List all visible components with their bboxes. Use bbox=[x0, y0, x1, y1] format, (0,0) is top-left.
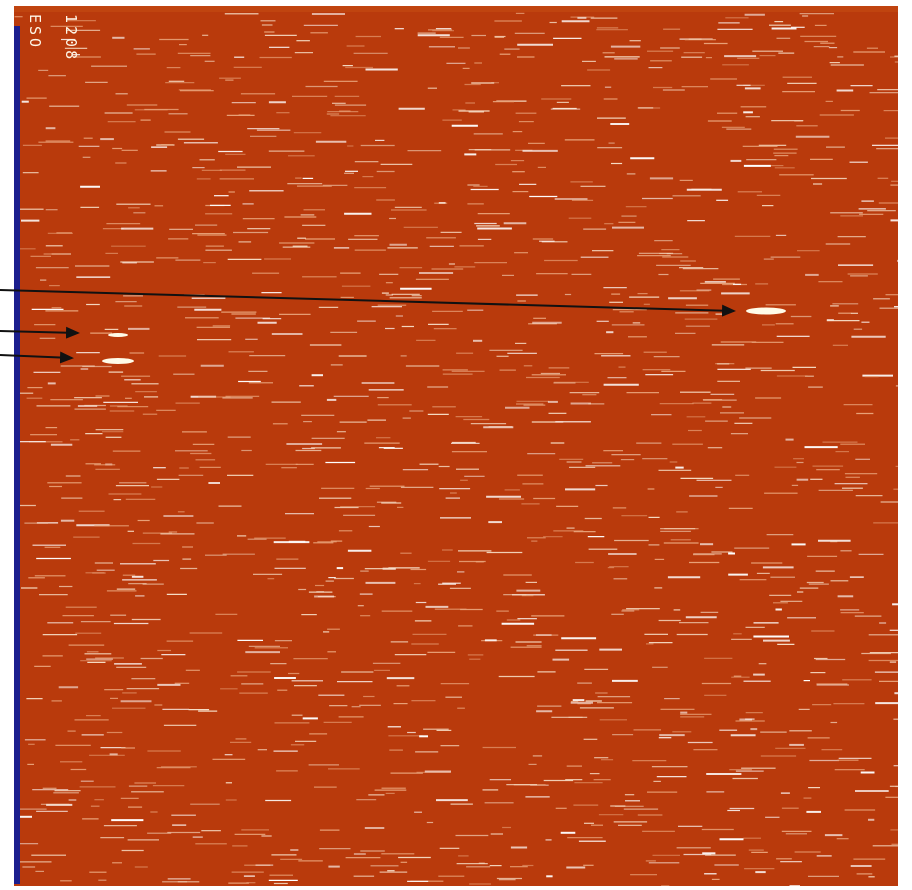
arrow-object-two bbox=[0, 326, 80, 339]
top-edge-strip bbox=[14, 6, 898, 12]
arrow-object-three bbox=[0, 351, 74, 364]
star-field-image bbox=[14, 6, 898, 886]
arrow-bright-object bbox=[0, 289, 736, 317]
bright-object bbox=[102, 358, 134, 364]
star-streaks bbox=[14, 6, 898, 886]
left-edge-strip bbox=[14, 26, 20, 884]
bright-object bbox=[108, 333, 128, 337]
bright-object bbox=[746, 307, 786, 315]
